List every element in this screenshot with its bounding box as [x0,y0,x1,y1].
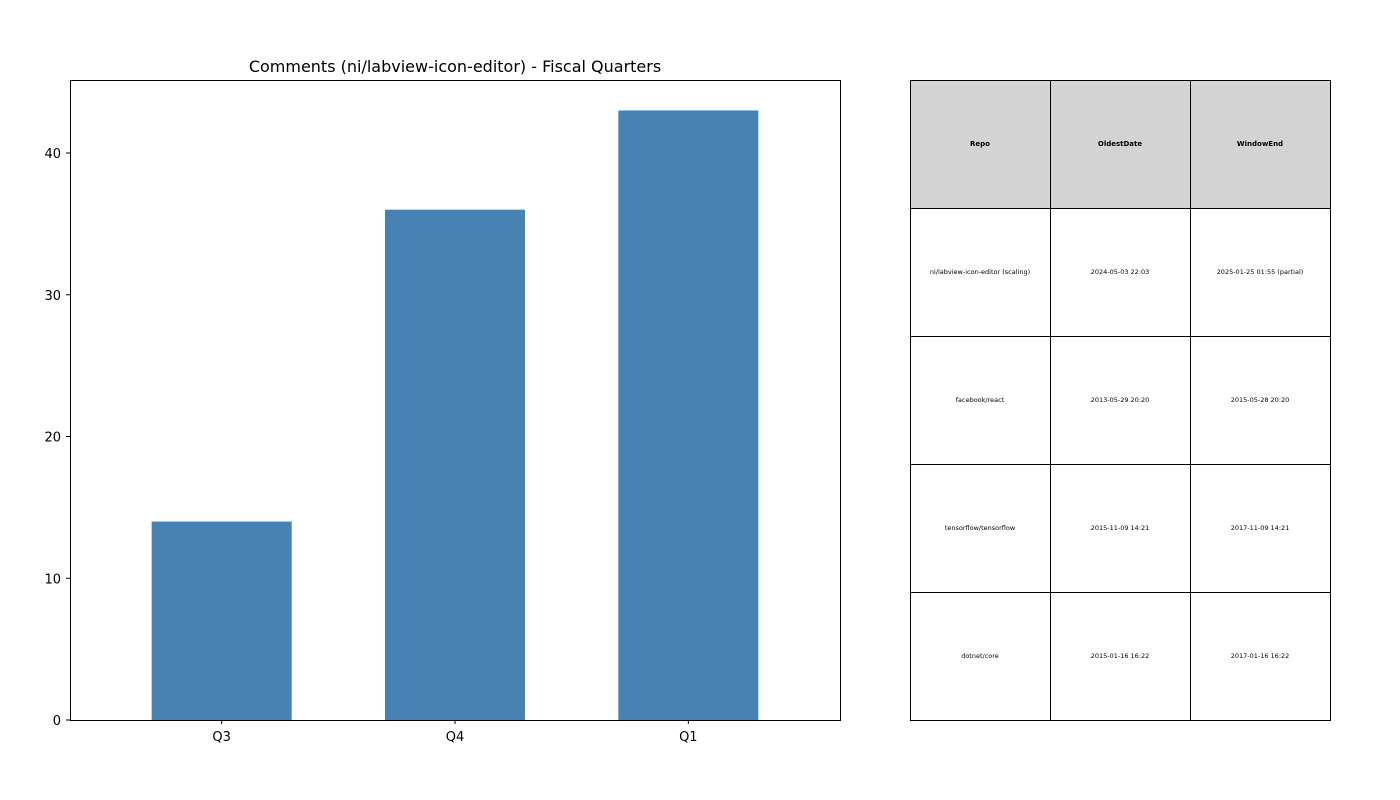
table-cell-text: 2015-01-16 16:22 [1091,652,1150,660]
table-cell [910,592,1051,721]
table-cell-text: 2024-05-03 22:03 [1091,268,1150,276]
table-cell [1190,464,1331,593]
y-tick-label: 10 [44,572,61,587]
table-cell-text: 2017-11-09 14:21 [1231,524,1290,532]
y-tick-label: 30 [44,289,61,304]
bar-q1 [618,110,759,720]
table-cell-text: 2015-05-28 20:20 [1231,396,1290,404]
x-tick-label: Q3 [212,730,231,745]
table-cell-text: 2025-01-25 01:55 (partial) [1217,268,1304,276]
table-cell [1050,592,1191,721]
bar-q4 [385,209,525,721]
table-cell [910,464,1051,593]
y-tick-label: 0 [53,714,61,729]
table-cell-text: dotnet/core [961,652,999,660]
table-cell [1050,336,1191,465]
table-header-label: OldestDate [1098,140,1143,148]
y-axis: 0 10 20 30 40 [44,147,70,729]
x-axis: Q3 Q4 Q1 [212,720,698,745]
table-header-label: Repo [970,140,990,148]
table-cell-text: 2013-05-29 20:20 [1091,396,1150,404]
table-cell-text: ni/labview-icon-editor (scaling) [930,268,1030,276]
table-cell [910,208,1051,337]
x-tick-label: Q4 [446,730,465,745]
table-cell-text: tensorflow/tensorflow [945,524,1016,532]
table-cell [1190,336,1331,465]
chart-title: Comments (ni/labview-icon-editor) - Fisc… [249,57,661,76]
data-table: Repo OldestDate WindowEnd ni/labview-icon-e… [910,80,1331,721]
table-cell-text: facebook/react [956,396,1005,404]
y-tick-label: 40 [44,147,61,162]
table-header-cell [1190,80,1331,209]
plot-frame [70,80,841,721]
bar-q3 [151,521,292,720]
y-tick-label: 20 [44,431,61,446]
table-cell [1050,208,1191,337]
x-tick-label: Q1 [679,730,698,745]
table-cell [1190,592,1331,721]
table-cell-text: 2015-11-09 14:21 [1091,524,1150,532]
table-header-cell [1050,80,1191,209]
table-cell-text: 2017-01-16 16:22 [1231,652,1290,660]
bars-layer [151,110,759,721]
table-cell [1190,208,1331,337]
table-header-label: WindowEnd [1237,140,1283,148]
